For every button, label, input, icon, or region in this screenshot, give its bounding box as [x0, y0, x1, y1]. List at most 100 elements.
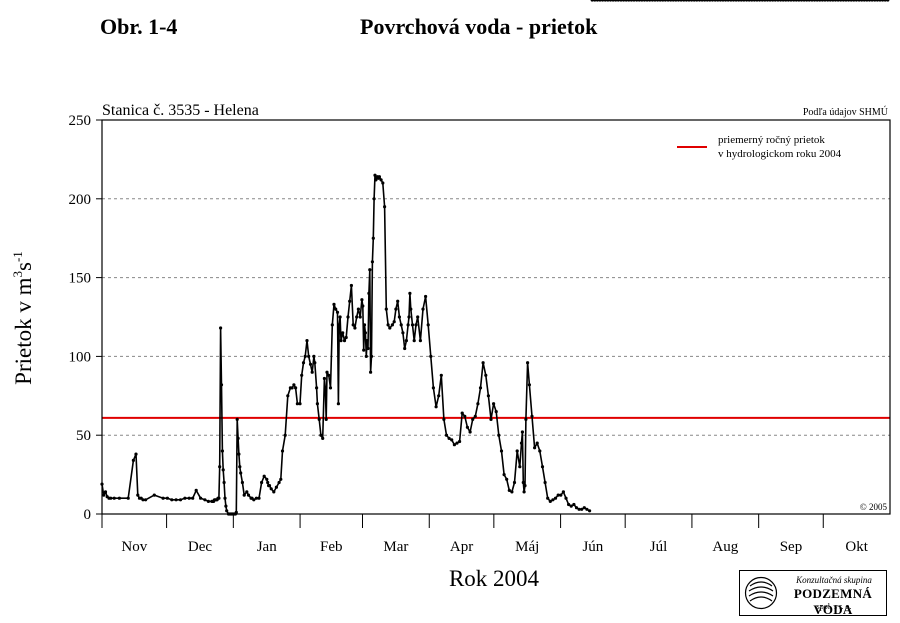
series-point-335: [831, 0, 835, 2]
series-point-153: [384, 307, 388, 311]
series-point-292: [718, 0, 722, 2]
series-point-311: [768, 0, 772, 2]
series-point-212: [519, 441, 524, 445]
series-point-88: [294, 386, 298, 390]
x-month-label-Feb: Feb: [320, 539, 343, 555]
series-point-95: [307, 354, 311, 358]
series-point-336: [833, 0, 838, 2]
y-axis: 0 50 100 150 200 250: [69, 113, 102, 523]
series-point-346: [860, 0, 864, 2]
series-point-154: [386, 323, 390, 327]
series-point-250: [608, 0, 613, 2]
plot-frame: [101, 119, 891, 515]
series-point-112: [332, 302, 336, 306]
series-point-181: [439, 373, 443, 377]
series-point-104: [321, 436, 325, 440]
series-point-63: [242, 493, 246, 497]
series-point-151: [381, 181, 385, 185]
series-point-249: [606, 0, 610, 2]
series-point-251: [611, 0, 615, 2]
y-tick-label-200: 200: [69, 192, 92, 208]
series-point-202: [494, 410, 498, 414]
y-tick-label-0: 0: [84, 507, 92, 523]
series-point-315: [779, 0, 783, 2]
series-point-180: [437, 394, 441, 398]
legend-line2: v hydrologickom roku 2004: [718, 148, 842, 160]
series-point-270: [661, 0, 665, 2]
series-point-242: [588, 509, 592, 513]
series-point-344: [854, 0, 858, 2]
series-point-267: [653, 0, 657, 2]
series-point-215: [522, 490, 526, 494]
series-point-117: [338, 315, 342, 319]
series-point-356: [886, 0, 890, 2]
series-point-105: [322, 376, 326, 381]
series-point-355: [883, 0, 887, 2]
series-point-329: [815, 0, 819, 2]
series-point-99: [313, 361, 317, 365]
series-point-259: [632, 0, 636, 2]
series-point-218: [526, 361, 530, 365]
series-point-144: [372, 197, 376, 201]
company-logo: Konzultačná skupina PODZEMNÁ VODA spol. …: [739, 570, 887, 617]
series-point-351: [873, 0, 877, 2]
x-axis: Nov Dec Jan Feb Mar Apr Máj Jún Júl Aug Sep Okt: [101, 514, 869, 555]
series-point-244: [593, 0, 597, 2]
series-point-74: [266, 480, 270, 485]
series-point-209: [512, 480, 517, 485]
series-point-89: [295, 402, 299, 406]
series-point-79: [274, 485, 278, 489]
series-point-281: [690, 0, 694, 2]
series-point-338: [839, 0, 843, 2]
series-point-165: [406, 323, 410, 327]
series-point-275: [674, 0, 678, 2]
y-axis-label: Prietok v m3s-1: [10, 251, 36, 385]
y-tick-label-250: 250: [69, 113, 92, 129]
series-point-309: [763, 0, 767, 2]
series-point-73: [265, 477, 269, 481]
series-point-271: [663, 0, 667, 2]
series-point-197: [481, 361, 485, 365]
series-point-86: [290, 386, 294, 390]
series-point-312: [771, 0, 775, 2]
series-point-101: [315, 402, 319, 406]
series-point-231: [559, 493, 563, 497]
series-point-169: [410, 323, 415, 327]
x-month-label-Apr: Apr: [450, 539, 473, 555]
series-point-124: [349, 283, 353, 288]
series-point-326: [807, 0, 811, 2]
x-month-label-Nov: Nov: [121, 539, 147, 555]
x-month-label-Jan: Jan: [257, 539, 277, 555]
series-point-237: [574, 506, 579, 510]
series-point-279: [684, 0, 688, 2]
series-point-127: [355, 315, 359, 319]
series-point-303: [747, 0, 751, 2]
series-point-20: [174, 498, 178, 502]
series-point-162: [401, 331, 405, 335]
logo-line3: spol. s r. o.: [816, 602, 852, 611]
series-point-229: [553, 496, 558, 500]
series-point-130: [360, 298, 364, 302]
series-point-8: [126, 496, 130, 500]
series-point-121: [344, 335, 348, 340]
series-point-120: [342, 339, 347, 343]
series-point-247: [601, 0, 605, 2]
series-point-166: [407, 315, 411, 319]
series-point-252: [614, 0, 618, 2]
series-point-110: [328, 386, 333, 390]
series-point-214: [521, 480, 525, 485]
y-tick-label-50: 50: [76, 428, 91, 444]
series-point-56: [234, 510, 238, 514]
series-point-7: [117, 496, 121, 500]
series-point-146: [374, 178, 378, 182]
series-point-328: [813, 0, 817, 2]
series-point-342: [849, 0, 853, 2]
series-point-185: [450, 438, 454, 442]
series-point-260: [635, 0, 639, 2]
figure-label: Obr. 1-4: [100, 14, 178, 39]
series-point-98: [312, 354, 316, 358]
series-point-269: [658, 0, 662, 2]
series-point-220: [530, 414, 534, 418]
series-point-320: [792, 0, 796, 2]
series-point-111: [330, 323, 334, 327]
